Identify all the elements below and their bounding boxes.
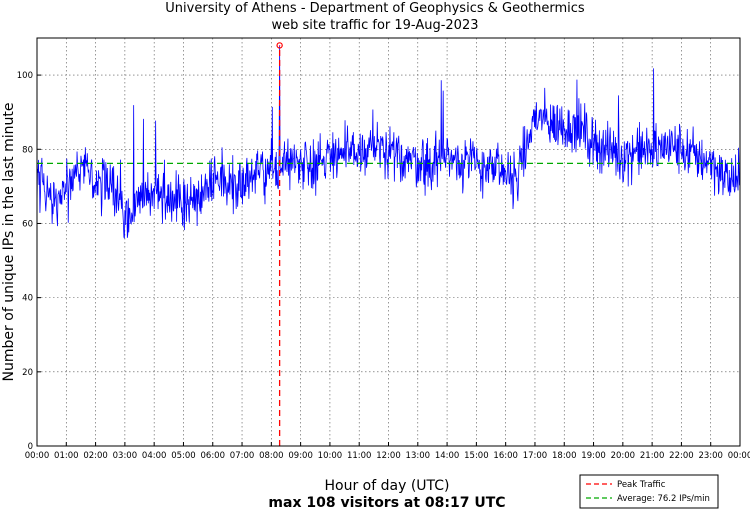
legend: Peak Traffic Average: 76.2 IPs/min: [579, 474, 719, 509]
x-tick-label: 07:00: [230, 451, 255, 461]
peak-summary: max 108 visitors at 08:17 UTC: [268, 495, 505, 511]
x-tick-label: 09:00: [288, 451, 313, 461]
legend-peak-label: Peak Traffic: [617, 480, 666, 490]
plot-frame: [36, 37, 741, 447]
x-tick-label: 16:00: [493, 451, 518, 461]
y-tick-label: 40: [22, 294, 33, 304]
x-axis-ticks: 00:00 01:00 02:00 03:00 04:00 05:00 06:00 07:00…: [25, 442, 750, 461]
x-tick-label: 18:00: [552, 451, 577, 461]
traffic-series-line: [36, 45, 741, 239]
x-tick-label: 04:00: [142, 451, 167, 461]
y-tick-label: 100: [17, 71, 33, 81]
y-tick-label: 0: [28, 442, 33, 452]
x-tick-label: 15:00: [464, 451, 489, 461]
grid-lines: [37, 38, 740, 446]
x-tick-label: 22:00: [669, 451, 694, 461]
x-axis-label: Hour of day (UTC): [325, 478, 450, 494]
x-tick-label: 11:00: [347, 451, 372, 461]
x-tick-label: 01:00: [54, 451, 79, 461]
x-tick-label: 19:00: [581, 451, 606, 461]
peak-marker: [276, 42, 283, 49]
x-tick-label: 23:00: [698, 451, 723, 461]
x-tick-label: 02:00: [83, 451, 108, 461]
chart-title-date: web site traffic for 19-Aug-2023: [272, 18, 479, 33]
x-tick-label: 06:00: [201, 451, 226, 461]
x-tick-label: 05:00: [171, 451, 196, 461]
x-tick-label: 12:00: [376, 451, 401, 461]
x-tick-label: 00:00: [25, 451, 50, 461]
x-tick-label: 03:00: [113, 451, 138, 461]
legend-box: [579, 474, 719, 509]
x-tick-label: 00:00: [728, 451, 750, 461]
x-tick-label: 14:00: [435, 451, 460, 461]
legend-average-label: Average: 76.2 IPs/min: [617, 494, 710, 504]
y-tick-label: 60: [22, 219, 33, 229]
y-axis-ticks: 0 20 40 60 80 100: [17, 71, 41, 452]
chart-title: University of Athens - Department of Geo…: [165, 1, 585, 16]
y-tick-label: 20: [22, 368, 33, 378]
x-tick-label: 08:00: [259, 451, 284, 461]
y-axis-label: Number of unique IPs in the last minute: [1, 103, 17, 382]
x-tick-label: 13:00: [406, 451, 431, 461]
y-tick-label: 80: [22, 145, 33, 155]
x-tick-label: 10:00: [318, 451, 343, 461]
x-tick-label: 21:00: [640, 451, 665, 461]
x-tick-label: 17:00: [523, 451, 548, 461]
x-tick-label: 20:00: [611, 451, 636, 461]
